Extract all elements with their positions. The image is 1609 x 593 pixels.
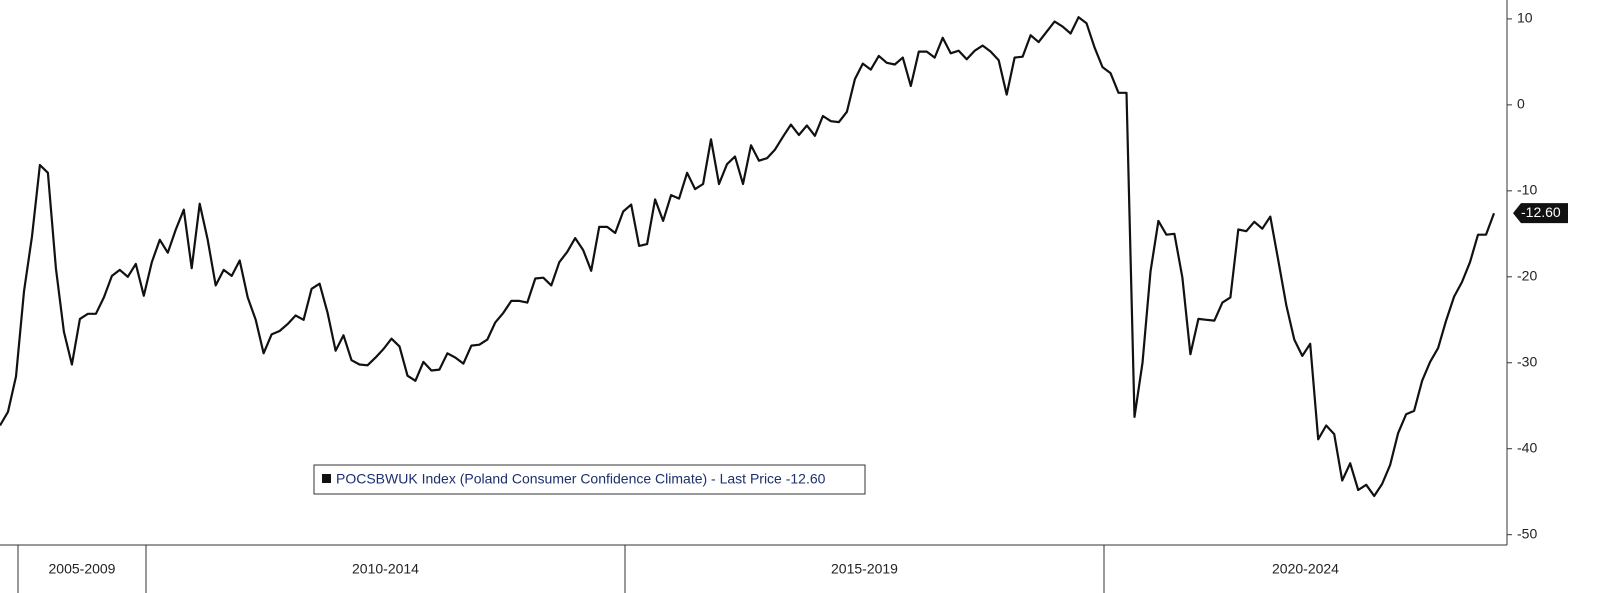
- legend-swatch: [322, 474, 331, 483]
- y-tick-label: 10: [1517, 10, 1533, 26]
- y-tick-label: -10: [1517, 182, 1537, 198]
- legend-box: [313, 464, 866, 495]
- last-price-box: [1513, 203, 1568, 224]
- y-tick-label: 0: [1517, 96, 1525, 112]
- y-tick-label: -30: [1517, 353, 1537, 369]
- y-tick-label: -40: [1517, 439, 1537, 455]
- legend-label: POCSBWUK Index (Poland Consumer Confiden…: [336, 471, 826, 487]
- x-period-label: 2020-2024: [1272, 561, 1339, 577]
- y-tick-label: -20: [1517, 268, 1537, 284]
- series-line: [0, 16, 1496, 498]
- legend: POCSBWUK Index (Poland Consumer Confiden…: [313, 464, 866, 495]
- x-period-label: 2005-2009: [49, 561, 116, 577]
- x-period-label: 2010-2014: [352, 561, 419, 577]
- last-price-label: -12.60: [1521, 204, 1561, 220]
- x-period-label: 2015-2019: [831, 561, 898, 577]
- y-tick-label: -50: [1517, 525, 1537, 541]
